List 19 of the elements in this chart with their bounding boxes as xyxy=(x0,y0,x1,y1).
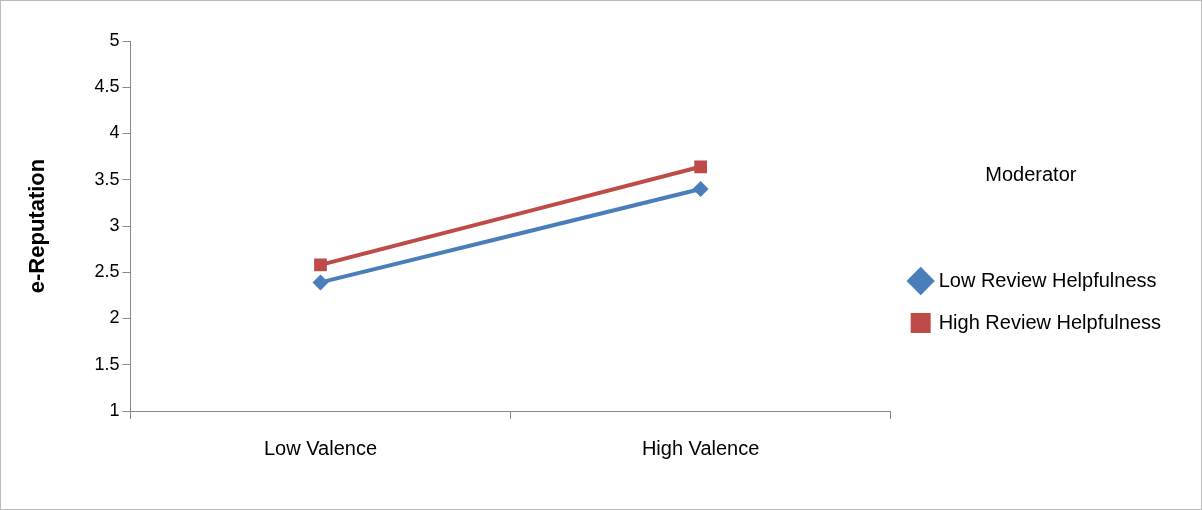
point xyxy=(314,258,327,272)
y-tick-label: 3.5 xyxy=(94,168,120,189)
legend-label: Low Review Helpfulness xyxy=(938,268,1157,291)
y-tick-label: 2 xyxy=(109,307,120,328)
y-tick-label: 2.5 xyxy=(94,261,120,282)
legend-label: High Review Helpfulness xyxy=(938,310,1161,333)
y-tick-label: 4.5 xyxy=(94,76,120,97)
x-tick-label: Low Valence xyxy=(263,436,378,459)
point xyxy=(692,181,709,197)
legend-title: Moderator xyxy=(985,162,1077,185)
point xyxy=(694,160,707,174)
y-tick-label: 1 xyxy=(109,399,120,420)
point xyxy=(312,274,329,291)
x-tick-label: High Valence xyxy=(641,436,760,459)
y-tick-label: 4 xyxy=(109,122,120,143)
y-tick-label: 3 xyxy=(109,214,120,235)
y-axis-title: e-Reputation xyxy=(24,158,50,294)
y-tick-label: 5 xyxy=(109,29,120,50)
y-tick-label: 1.5 xyxy=(94,353,120,374)
